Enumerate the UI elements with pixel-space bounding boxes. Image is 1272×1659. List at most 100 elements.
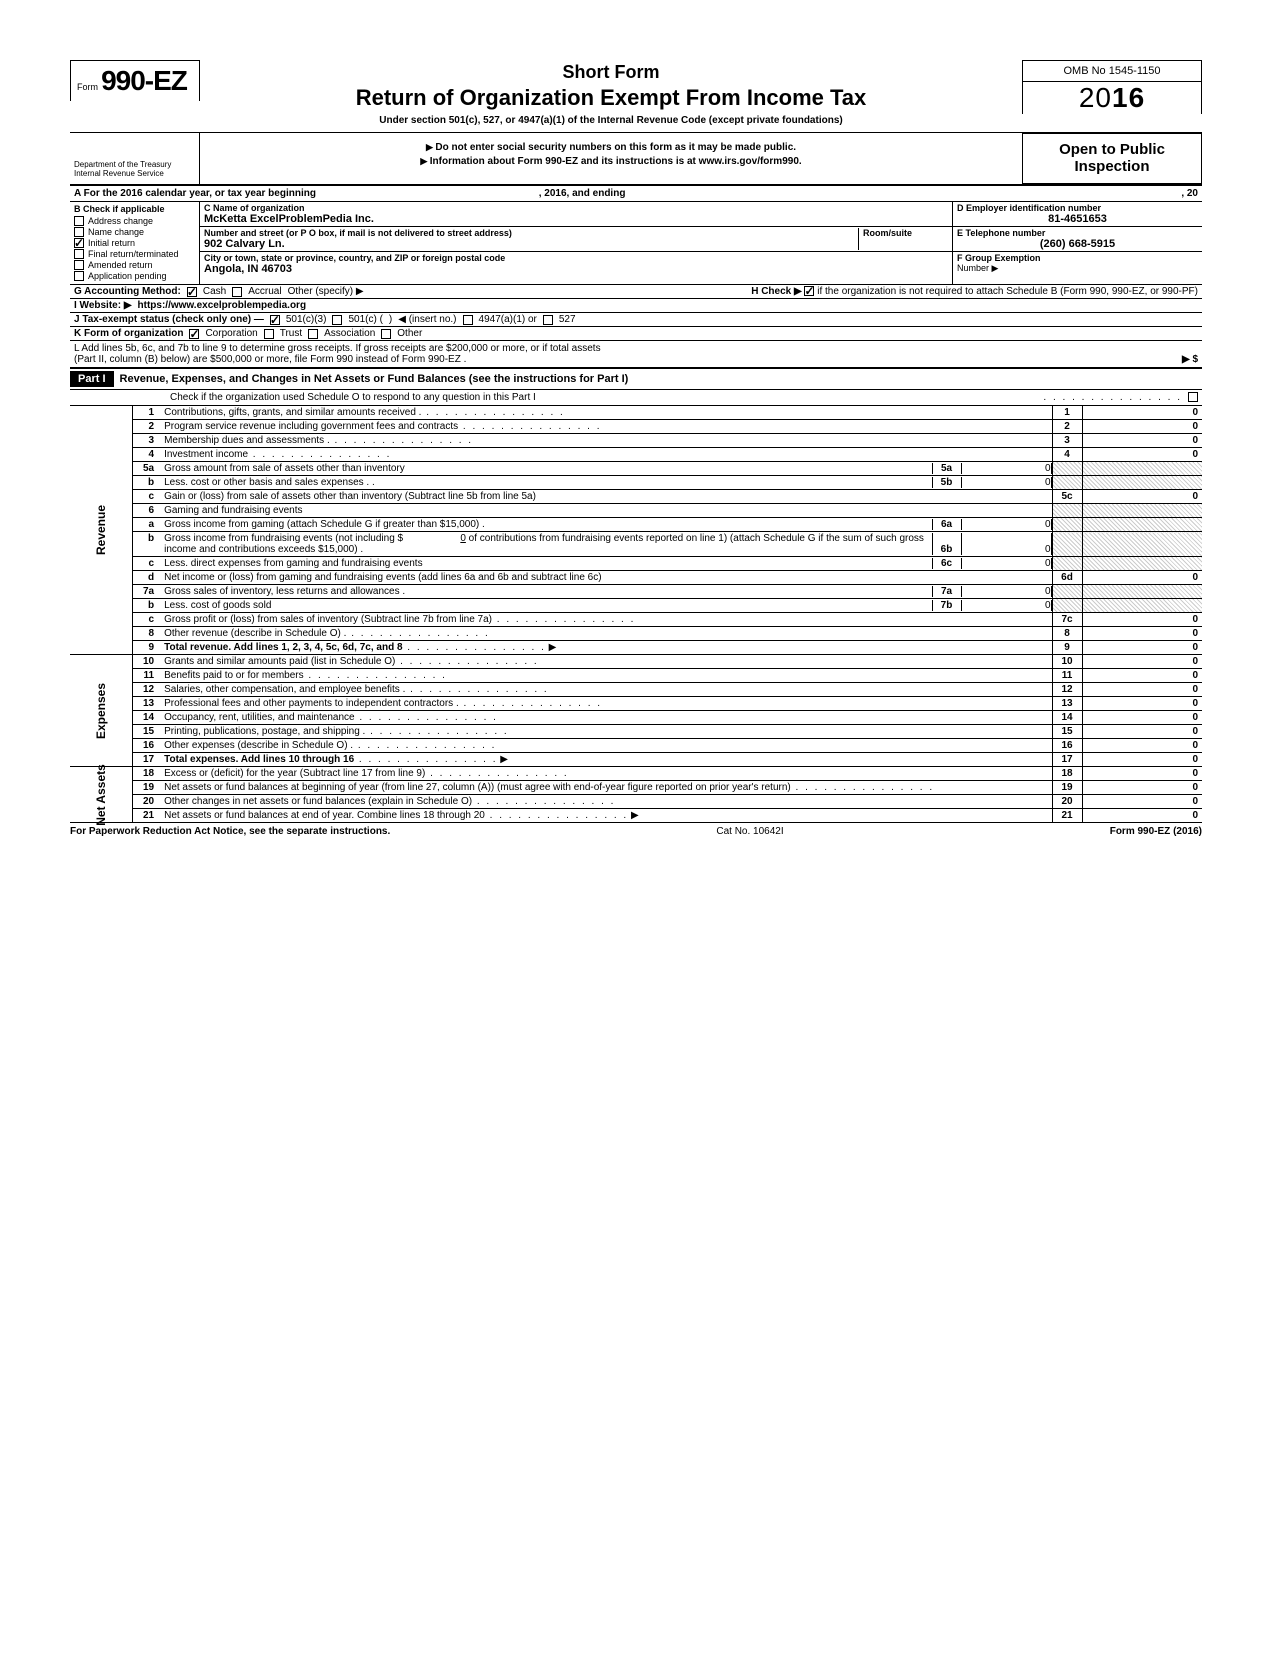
line-20: 20Other changes in net assets or fund ba…: [70, 795, 1202, 809]
chk-final[interactable]: Final return/terminated: [74, 249, 195, 259]
line-1: Revenue 1Contributions, gifts, grants, a…: [70, 406, 1202, 420]
chk-accrual[interactable]: [232, 287, 242, 297]
footer-left: For Paperwork Reduction Act Notice, see …: [70, 826, 390, 837]
row-k: K Form of organization Corporation Trust…: [70, 327, 1202, 341]
return-title: Return of Organization Exempt From Incom…: [208, 85, 1014, 111]
open-public-box: Open to Public Inspection: [1022, 133, 1202, 184]
line-10: Expenses 10Grants and similar amounts pa…: [70, 655, 1202, 669]
form-number-box: Form 990-EZ: [70, 60, 200, 101]
line-2: 2Program service revenue including gover…: [70, 420, 1202, 434]
line-18: Net Assets 18Excess or (deficit) for the…: [70, 767, 1202, 781]
chk-assoc[interactable]: [308, 329, 318, 339]
c-city-row: City or town, state or province, country…: [200, 252, 952, 276]
short-form-label: Short Form: [208, 62, 1014, 83]
footer-right: Form 990-EZ (2016): [1110, 826, 1202, 837]
org-street: 902 Calvary Ln.: [204, 238, 858, 250]
part-i-title: Revenue, Expenses, and Changes in Net As…: [114, 373, 629, 385]
chk-schedule-o[interactable]: [1188, 392, 1198, 402]
h-section: H Check ▶ if the organization is not req…: [751, 286, 1198, 297]
row-l: L Add lines 5b, 6c, and 7b to line 9 to …: [70, 341, 1202, 369]
part-i-header: Part I Revenue, Expenses, and Changes in…: [70, 369, 1202, 390]
line-19: 19Net assets or fund balances at beginni…: [70, 781, 1202, 795]
check-o-row: Check if the organization used Schedule …: [70, 390, 1202, 406]
line-6d: dNet income or (loss) from gaming and fu…: [70, 571, 1202, 585]
line-8: 8Other revenue (describe in Schedule O) …: [70, 627, 1202, 641]
header-row: Form 990-EZ Short Form Return of Organiz…: [70, 60, 1202, 133]
row-gh: G Accounting Method: Cash Accrual Other …: [70, 285, 1202, 299]
chk-501c[interactable]: [332, 315, 342, 325]
form-prefix: Form: [77, 82, 98, 92]
c-name-row: C Name of organization McKetta ExcelProb…: [200, 202, 952, 227]
chk-h[interactable]: [804, 286, 814, 296]
ein: 81-4651653: [957, 213, 1198, 225]
line-15: 15Printing, publications, postage, and s…: [70, 725, 1202, 739]
e-row: E Telephone number (260) 668-5915: [953, 227, 1202, 252]
info-line: Information about Form 990-EZ and its in…: [206, 156, 1016, 167]
line-5a: 5aGross amount from sale of assets other…: [70, 462, 1202, 476]
line-21: 21Net assets or fund balances at end of …: [70, 809, 1202, 823]
lines-table: Revenue 1Contributions, gifts, grants, a…: [70, 406, 1202, 823]
org-name: McKetta ExcelProblemPedia Inc.: [204, 213, 948, 225]
footer-mid: Cat No. 10642I: [716, 826, 783, 837]
right-boxes: OMB No 1545-1150 20201616: [1022, 60, 1202, 114]
phone: (260) 668-5915: [957, 238, 1198, 250]
c-street-row: Number and street (or P O box, if mail i…: [200, 227, 952, 252]
chk-initial[interactable]: Initial return: [74, 238, 195, 248]
form-990ez: Form 990-EZ Short Form Return of Organiz…: [70, 60, 1202, 840]
chk-trust[interactable]: [264, 329, 274, 339]
f-row: F Group Exemption Number ▶: [953, 252, 1202, 284]
website: https://www.excelproblempedia.org: [138, 300, 307, 311]
row-i: I Website: ▶ https://www.excelproblemped…: [70, 299, 1202, 313]
section-text: Under section 501(c), 527, or 4947(a)(1)…: [208, 115, 1014, 126]
title-center: Short Form Return of Organization Exempt…: [200, 60, 1022, 132]
chk-name[interactable]: Name change: [74, 227, 195, 237]
line-13: 13Professional fees and other payments t…: [70, 697, 1202, 711]
line-5c: cGain or (loss) from sale of assets othe…: [70, 490, 1202, 504]
room-suite: Room/suite: [858, 228, 948, 250]
line-3: 3Membership dues and assessments .30: [70, 434, 1202, 448]
footer-row: For Paperwork Reduction Act Notice, see …: [70, 823, 1202, 840]
line-6b: bGross income from fundraising events (n…: [70, 532, 1202, 557]
instruct-center: Do not enter social security numbers on …: [200, 133, 1022, 184]
chk-501c3[interactable]: [270, 315, 280, 325]
sub-header: Department of the Treasury Internal Reve…: [70, 133, 1202, 186]
line-5b: bLess. cost or other basis and sales exp…: [70, 476, 1202, 490]
line-7c: cGross profit or (loss) from sales of in…: [70, 613, 1202, 627]
line-12: 12Salaries, other compensation, and empl…: [70, 683, 1202, 697]
line-9: 9Total revenue. Add lines 1, 2, 3, 4, 5c…: [70, 641, 1202, 655]
line-16: 16Other expenses (describe in Schedule O…: [70, 739, 1202, 753]
part-i-badge: Part I: [70, 371, 114, 387]
d-row: D Employer identification number 81-4651…: [953, 202, 1202, 227]
line-7a: 7aGross sales of inventory, less returns…: [70, 585, 1202, 599]
chk-amended[interactable]: Amended return: [74, 260, 195, 270]
line-6: 6Gaming and fundraising events: [70, 504, 1202, 518]
row-a: A For the 2016 calendar year, or tax yea…: [70, 186, 1202, 202]
chk-address[interactable]: Address change: [74, 216, 195, 226]
no-ssn-line: Do not enter social security numbers on …: [206, 142, 1016, 153]
line-7b: bLess. cost of goods sold7b0: [70, 599, 1202, 613]
col-def: D Employer identification number 81-4651…: [952, 202, 1202, 284]
form-number: 990-EZ: [101, 65, 187, 96]
block-bcdef: B Check if applicable Address change Nam…: [70, 202, 1202, 285]
chk-cash[interactable]: [187, 287, 197, 297]
b-label: B Check if applicable: [74, 204, 195, 214]
netassets-side: Net Assets: [70, 767, 132, 823]
line-4: 4Investment income40: [70, 448, 1202, 462]
expenses-side: Expenses: [70, 655, 132, 767]
col-c: C Name of organization McKetta ExcelProb…: [200, 202, 952, 284]
year-box: 20201616: [1022, 81, 1202, 114]
line-6c: cLess. direct expenses from gaming and f…: [70, 557, 1202, 571]
org-city: Angola, IN 46703: [204, 263, 948, 275]
chk-pending[interactable]: Application pending: [74, 271, 195, 281]
omb-box: OMB No 1545-1150: [1022, 60, 1202, 81]
line-17: 17Total expenses. Add lines 10 through 1…: [70, 753, 1202, 767]
line-6a: aGross income from gaming (attach Schedu…: [70, 518, 1202, 532]
chk-other[interactable]: [381, 329, 391, 339]
line-11: 11Benefits paid to or for members110: [70, 669, 1202, 683]
chk-527[interactable]: [543, 315, 553, 325]
revenue-side: Revenue: [70, 406, 132, 655]
line-14: 14Occupancy, rent, utilities, and mainte…: [70, 711, 1202, 725]
dept-box: Department of the Treasury Internal Reve…: [70, 133, 200, 184]
chk-corp[interactable]: [189, 329, 199, 339]
chk-4947[interactable]: [463, 315, 473, 325]
